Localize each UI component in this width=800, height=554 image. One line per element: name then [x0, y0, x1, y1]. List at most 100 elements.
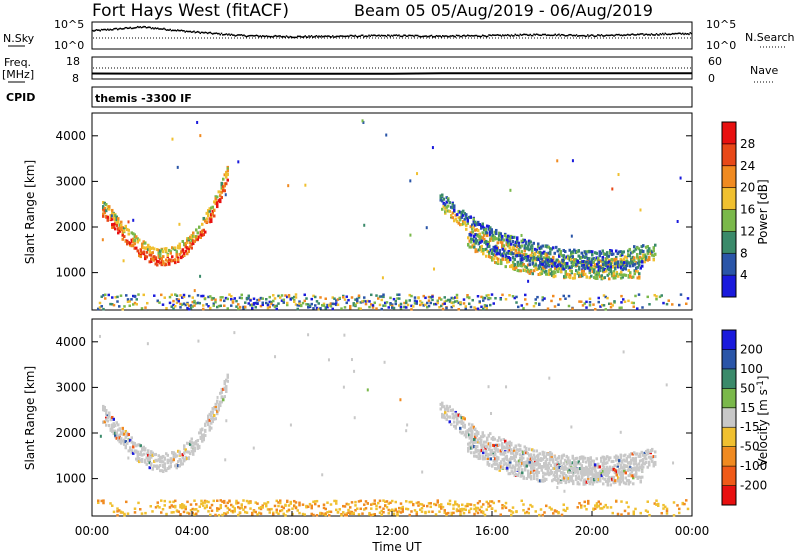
echo-cell [511, 450, 514, 454]
echo-cell [510, 252, 513, 256]
echo-cell [413, 509, 417, 512]
echo-cell [147, 453, 150, 457]
echo-cell [619, 456, 622, 460]
echo-cell [626, 260, 629, 264]
echo-cell [547, 245, 550, 249]
echo-cell [459, 216, 462, 220]
echo-cell [560, 264, 563, 268]
echo-cell [210, 417, 213, 421]
echo-cell [619, 453, 622, 457]
echo-cell [342, 504, 345, 508]
echo-cell [273, 305, 277, 309]
echo-cell [552, 272, 555, 276]
echo-cell [497, 466, 500, 470]
echo-cell [491, 251, 494, 255]
echo-cell [127, 432, 130, 436]
echo-cell [399, 511, 403, 514]
echo-cell [165, 249, 168, 253]
echo-cell [486, 454, 489, 458]
echo-cell [138, 452, 141, 456]
nave-right-label: Nave [750, 64, 778, 77]
echo-cell [450, 512, 453, 515]
echo-cell [485, 508, 488, 511]
noise-point [503, 34, 505, 37]
echo-cell [570, 475, 573, 479]
echo-cell [398, 304, 401, 307]
echo-cell [196, 301, 200, 305]
echo-cell [424, 510, 427, 514]
echo-cell [620, 306, 623, 309]
echo-cell [383, 360, 386, 364]
echo-cell [314, 304, 317, 307]
echo-cell [592, 303, 595, 306]
noise-point [275, 35, 278, 37]
echo-cell [628, 460, 631, 464]
echo-cell [472, 221, 475, 225]
echo-cell [508, 440, 511, 444]
echo-cell [413, 302, 417, 305]
echo-cell [521, 258, 524, 262]
echo-cell [237, 501, 240, 505]
echo-cell [421, 470, 424, 474]
echo-cell [184, 242, 187, 246]
noise-point [589, 34, 591, 37]
echo-cell [210, 298, 214, 301]
echo-cell [595, 251, 598, 255]
echo-cell [534, 462, 537, 466]
echo-cell [453, 416, 456, 420]
echo-cell [605, 474, 608, 478]
echo-cell [576, 272, 579, 276]
echo-cell [505, 446, 508, 450]
echo-cell [456, 414, 459, 418]
echo-cell [317, 302, 320, 305]
echo-cell [97, 501, 100, 505]
echo-cell [300, 304, 303, 308]
noise-point [372, 34, 374, 37]
echo-cell [217, 403, 220, 407]
echo-cell [473, 438, 476, 442]
echo-cell [539, 508, 543, 511]
noise-point [128, 27, 130, 29]
echo-cell [522, 263, 525, 267]
echo-cell [587, 266, 590, 270]
echo-cell [268, 305, 271, 309]
echo-cell [600, 276, 603, 280]
echo-cell [162, 460, 165, 464]
echo-cell [135, 449, 138, 453]
echo-cell [606, 478, 609, 482]
noise-point [189, 30, 191, 33]
echo-cell [169, 457, 172, 461]
echo-cell [201, 427, 204, 431]
echo-cell [357, 296, 361, 299]
noise-point [533, 33, 535, 36]
noise-point [600, 34, 603, 36]
echo-cell [405, 301, 408, 305]
echo-cell [100, 499, 103, 503]
echo-cell [137, 501, 140, 505]
echo-cell [549, 455, 552, 459]
colorbar-tick-label: 20 [740, 181, 755, 195]
echo-cell [558, 262, 561, 266]
noise-point [232, 34, 234, 36]
echo-cell [513, 467, 516, 471]
echo-cell [259, 507, 263, 511]
echo-cell [105, 416, 108, 420]
echo-cell [105, 412, 108, 416]
echo-cell [473, 445, 476, 449]
echo-cell [378, 511, 382, 514]
noise-point [639, 33, 641, 35]
echo-cell [612, 273, 615, 277]
noise-point [618, 33, 620, 36]
echo-cell [448, 298, 452, 302]
echo-cell [439, 194, 442, 198]
echo-cell [211, 407, 214, 411]
echo-cell [529, 503, 532, 507]
echo-cell [119, 294, 123, 297]
echo-cell [226, 169, 229, 173]
echo-cell [427, 295, 431, 299]
echo-cell [595, 256, 598, 260]
echo-cell [170, 305, 173, 308]
echo-cell [517, 449, 520, 453]
echo-cell [619, 463, 622, 467]
echo-cell [648, 255, 651, 259]
